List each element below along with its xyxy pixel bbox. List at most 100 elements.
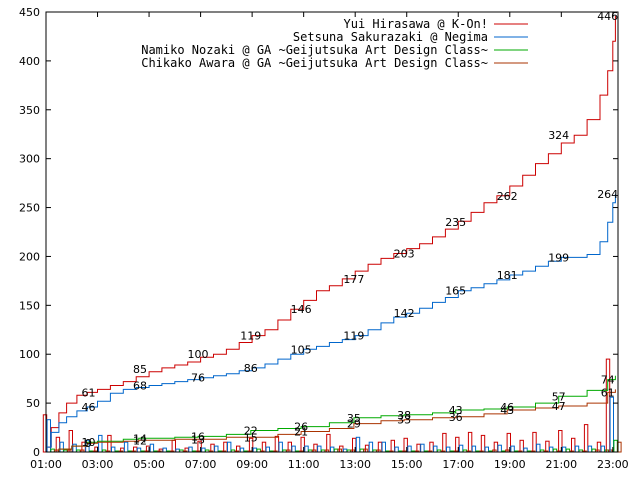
bar-2-44 <box>609 396 614 453</box>
bar-2-41 <box>574 445 580 453</box>
x-tick-label-5: 11:00 <box>288 458 320 471</box>
data-label-4-6: 33 <box>397 414 411 427</box>
data-label-3-2: 16 <box>191 430 205 443</box>
data-label-1-3: 119 <box>240 330 261 343</box>
bar-1-34 <box>480 434 486 453</box>
x-tick-label-6: 13:00 <box>339 458 371 471</box>
x-tick-label-2: 05:00 <box>133 458 165 471</box>
bar-1-42 <box>583 424 589 453</box>
legend-label-1: Yui Hirasawa @ K-On! <box>344 17 489 31</box>
bar-2-11 <box>188 446 193 453</box>
bar-2-38 <box>536 443 541 453</box>
bar-2-40 <box>561 446 567 453</box>
bar-2-19 <box>291 445 296 453</box>
y-tick-label-4: 200 <box>19 250 40 263</box>
bar-2-8 <box>149 443 155 453</box>
y-tick-label-7: 350 <box>19 104 40 117</box>
data-label-4-0: 9 <box>85 437 92 450</box>
data-label-4-1: 12 <box>133 434 147 447</box>
bar-2-9 <box>162 447 167 453</box>
bar-2-31 <box>446 446 451 453</box>
bar-1-38 <box>532 431 537 453</box>
bar-1-18 <box>274 435 280 453</box>
bar-2-12 <box>201 447 206 453</box>
data-label-4-5: 29 <box>347 418 361 431</box>
legend: Yui Hirasawa @ K-On!Setsuna Sakurazaki @… <box>141 17 528 70</box>
bar-2-26 <box>381 441 387 453</box>
data-labels-layer: 6185100119146177203235262324446466876861… <box>82 10 619 450</box>
x-tick-label-4: 09:00 <box>236 458 268 471</box>
data-label-3-7: 43 <box>449 404 463 417</box>
data-label-1-8: 262 <box>497 190 518 203</box>
bar-2-28 <box>407 445 412 453</box>
data-label-3-10: 74 <box>601 374 615 387</box>
data-label-2-5: 119 <box>343 330 364 343</box>
x-tick-label-10: 21:00 <box>545 458 577 471</box>
data-label-2-2: 76 <box>191 372 205 385</box>
bar-2-4 <box>98 434 103 453</box>
bar-2-24 <box>355 436 361 453</box>
axes-layer: 0 50 100 150 200 250 300 350 400 450 01:00 03:00 05:… <box>19 6 629 471</box>
bar-1-37 <box>519 439 524 453</box>
bar-1-27 <box>390 439 396 453</box>
data-label-1-2: 100 <box>188 348 209 361</box>
bar-2-16 <box>252 447 258 453</box>
data-label-1-0: 61 <box>82 386 96 399</box>
bar-2-30 <box>433 445 438 453</box>
x-tick-label-8: 17:00 <box>442 458 474 471</box>
data-label-2-1: 68 <box>133 380 147 393</box>
data-label-4-3: 15 <box>244 431 258 444</box>
bar-2-42 <box>587 445 593 453</box>
bar-2-27 <box>394 446 399 453</box>
bar-2-22 <box>330 446 335 453</box>
data-label-3-1: 14 <box>133 432 147 445</box>
y-tick-label-8: 400 <box>19 55 40 68</box>
data-label-3-5: 35 <box>347 412 361 425</box>
bar-2-5 <box>111 446 116 453</box>
data-label-1-9: 324 <box>548 129 569 142</box>
bar-2-35 <box>497 444 502 453</box>
bar-1-41 <box>571 437 576 453</box>
data-label-4-2: 13 <box>191 433 205 446</box>
data-label-4-4: 21 <box>294 426 308 439</box>
y-tick-label-6: 300 <box>19 153 40 166</box>
x-tick-label-7: 15:00 <box>391 458 423 471</box>
plot-frame <box>45 11 619 453</box>
bar-2-32 <box>458 444 464 453</box>
bar-2-29 <box>420 443 425 453</box>
bars-layer <box>42 358 622 453</box>
series-line-2 <box>46 193 616 448</box>
bar-3-44 <box>613 439 618 453</box>
bar-2-2 <box>72 443 77 453</box>
data-label-3-3: 22 <box>244 425 258 438</box>
y-tick-label-5: 250 <box>19 202 40 215</box>
bar-1-22 <box>326 433 331 453</box>
data-label-1-4: 146 <box>291 303 312 316</box>
legend-label-2: Setsuna Sakurazaki @ Negima <box>293 30 488 44</box>
bar-2-6 <box>123 441 129 453</box>
bar-2-15 <box>239 447 245 453</box>
bar-2-33 <box>471 445 477 453</box>
bar-2-36 <box>510 445 515 453</box>
bar-2-18 <box>278 441 283 453</box>
y-tick-label-3: 150 <box>19 299 40 312</box>
data-label-3-6: 38 <box>397 409 411 422</box>
bar-2-17 <box>265 446 271 453</box>
bar-2-7 <box>136 447 142 453</box>
data-label-2-10: 264 <box>597 188 618 201</box>
x-tick-label-9: 19:00 <box>494 458 526 471</box>
data-label-3-4: 26 <box>294 421 308 434</box>
bar-2-13 <box>214 445 219 453</box>
data-label-2-7: 165 <box>445 285 466 298</box>
data-label-2-8: 181 <box>497 269 518 282</box>
y-tick-label-0: 0 <box>33 446 40 459</box>
data-label-3-8: 46 <box>500 401 514 414</box>
bar-1-10 <box>171 439 177 453</box>
bar-2-14 <box>227 441 232 453</box>
data-label-2-6: 142 <box>394 307 415 320</box>
y-tick-label-9: 450 <box>19 6 40 19</box>
series-line-3 <box>46 375 616 453</box>
bar-2-1 <box>59 441 64 453</box>
legend-label-3: Namiko Nozaki @ GA ~Geijutsuka Art Desig… <box>141 43 488 57</box>
bar-2-34 <box>484 446 490 453</box>
